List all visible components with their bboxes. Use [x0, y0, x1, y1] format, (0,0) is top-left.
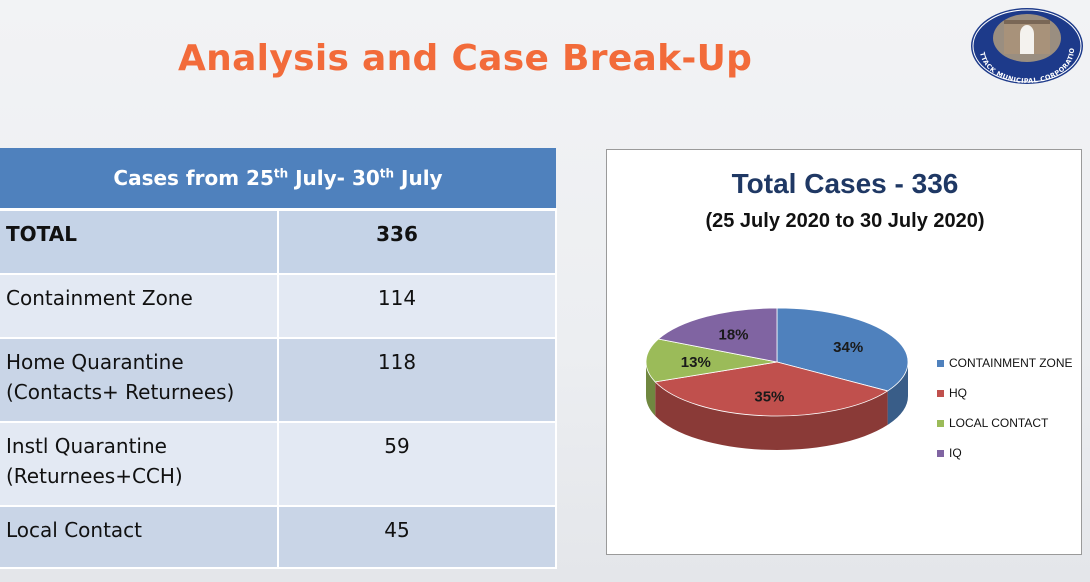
pie-side-1: [887, 362, 908, 425]
pie-label-3: 13%: [681, 354, 711, 371]
row-label: Local Contact: [0, 506, 279, 569]
row-label: Home Quarantine (Contacts+ Returnees): [0, 338, 279, 423]
pie-chart: 34% 35% 13% 18%: [645, 307, 909, 450]
row-label: Instl Quarantine (Returnees+CCH): [0, 422, 279, 507]
legend-label: IQ: [949, 446, 962, 460]
legend-label: CONTAINMENT ZONE: [949, 356, 1073, 370]
pie-slice-3: [645, 338, 778, 383]
table-header: Cases from 25th July- 30th July: [0, 148, 557, 211]
pie-chart-panel: Total Cases - 336 (25 July 2020 to 30 Ju…: [606, 149, 1082, 555]
table-row-containment-zone: Containment Zone 114: [0, 274, 558, 339]
slide-title: Analysis and Case Break-Up: [178, 38, 753, 79]
table-row-instl-quarantine: Instl Quarantine (Returnees+CCH) 59: [0, 422, 558, 507]
cases-table: Cases from 25th July- 30th July TOTAL 33…: [0, 148, 558, 569]
pie-label-2: 35%: [754, 388, 784, 405]
table-row-local-contact: Local Contact 45: [0, 506, 558, 569]
chart-legend: CONTAINMENT ZONE HQ LOCAL CONTACT IQ: [937, 348, 1073, 468]
pie-side-2: [655, 381, 888, 450]
legend-item: LOCAL CONTACT: [937, 408, 1073, 438]
legend-item: IQ: [937, 438, 1073, 468]
pie-label-1: 34%: [833, 339, 863, 356]
legend-swatch: [937, 359, 944, 367]
pie-label-4: 18%: [718, 327, 748, 344]
legend-label: HQ: [949, 386, 967, 400]
chart-subtitle: (25 July 2020 to 30 July 2020): [705, 210, 985, 232]
legend-swatch: [937, 389, 944, 397]
pie-slice-4: [657, 307, 778, 363]
municipal-logo: CUTTACK MUNICIPAL CORPORATION: [968, 6, 1083, 85]
table-row-home-quarantine: Home Quarantine (Contacts+ Returnees) 118: [0, 338, 558, 423]
pie-side-3: [646, 362, 656, 416]
row-label: Containment Zone: [0, 274, 279, 339]
pie-slice-2: [654, 361, 889, 417]
legend-item: HQ: [937, 378, 1073, 408]
row-value: 45: [278, 506, 558, 569]
legend-swatch: [937, 449, 944, 457]
row-value: 114: [278, 274, 558, 339]
table-row-total: TOTAL 336: [0, 209, 558, 275]
chart-title: Total Cases - 336: [731, 168, 959, 199]
row-label: TOTAL: [0, 209, 279, 275]
legend-label: LOCAL CONTACT: [949, 416, 1049, 430]
legend-item: CONTAINMENT ZONE: [937, 348, 1073, 378]
row-value: 336: [278, 209, 558, 275]
row-value: 59: [278, 422, 558, 507]
row-value: 118: [278, 338, 558, 423]
legend-swatch: [937, 419, 944, 427]
